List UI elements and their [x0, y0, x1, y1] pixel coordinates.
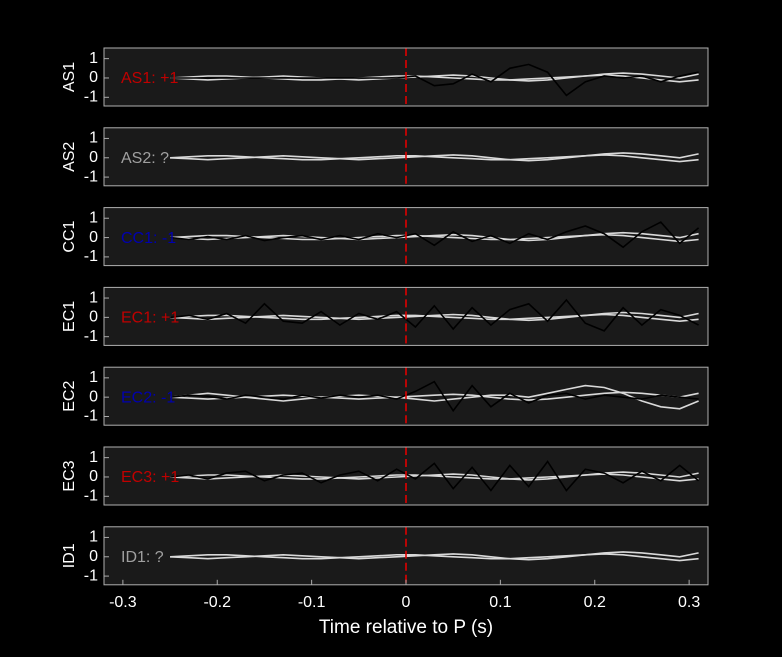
y-axis-label: EC2: [61, 381, 78, 412]
x-tick-label: -0.3: [109, 594, 137, 611]
y-tick-label: 0: [89, 149, 98, 166]
y-tick-label: -1: [84, 567, 98, 584]
x-tick-label: -0.1: [298, 594, 326, 611]
x-tick-label: 0: [402, 594, 411, 611]
y-tick-label: 1: [89, 289, 98, 306]
trace: [170, 221, 700, 249]
y-tick-label: -1: [84, 408, 98, 425]
trace: [170, 551, 699, 561]
panel-frame: [103, 446, 709, 506]
y-tick-label: 1: [89, 209, 98, 226]
trace: [170, 311, 699, 322]
y-tick-label: 0: [89, 309, 98, 326]
y-tick-label: 0: [89, 69, 98, 86]
panel-frame: [103, 207, 709, 267]
panel-frame: [103, 286, 709, 346]
y-tick-label: 0: [89, 229, 98, 246]
annotation: EC1: +1: [121, 310, 179, 327]
trace: [170, 152, 699, 162]
y-axis-label: EC3: [61, 460, 78, 491]
annotation: AS2: ?: [121, 150, 169, 167]
y-axis-label: EC1: [61, 301, 78, 332]
y-tick-label: 1: [89, 529, 98, 546]
trace: [170, 231, 699, 242]
x-tick-label: 0.3: [678, 594, 700, 611]
y-tick-label: -1: [84, 328, 98, 345]
panel-frame: [103, 47, 709, 107]
x-tick-label: 0.1: [489, 594, 511, 611]
y-tick-label: 1: [89, 449, 98, 466]
y-axis-label: ID1: [61, 543, 78, 568]
panel-frame: [103, 366, 709, 426]
y-tick-label: 1: [89, 369, 98, 386]
y-axis-label: CC1: [61, 220, 78, 252]
annotation: EC3: +1: [121, 469, 179, 486]
annotation: ID1: ?: [121, 549, 164, 566]
y-tick-label: -1: [84, 488, 98, 505]
trace: [170, 471, 699, 481]
trace: [170, 384, 699, 410]
y-axis-label: AS2: [61, 142, 78, 172]
trace: [170, 63, 699, 97]
y-tick-label: 0: [89, 468, 98, 485]
y-tick-label: 1: [89, 130, 98, 147]
trace: [170, 298, 699, 332]
panel-frame: [103, 127, 709, 187]
annotation: AS1: +1: [121, 70, 178, 87]
annotation: CC1: -1: [121, 230, 176, 247]
trace: [170, 380, 699, 413]
y-tick-label: -1: [84, 89, 98, 106]
y-tick-label: 1: [89, 50, 98, 67]
annotation: EC2: -1: [121, 389, 175, 406]
y-tick-label: -1: [84, 168, 98, 185]
x-tick-label: -0.2: [203, 594, 231, 611]
x-tick-label: 0.2: [584, 594, 606, 611]
y-axis-label: AS1: [61, 62, 78, 92]
y-tick-label: 0: [89, 388, 98, 405]
trace: [170, 460, 700, 492]
x-axis-label: Time relative to P (s): [319, 617, 493, 638]
y-tick-label: 0: [89, 548, 98, 565]
y-tick-label: -1: [84, 248, 98, 265]
